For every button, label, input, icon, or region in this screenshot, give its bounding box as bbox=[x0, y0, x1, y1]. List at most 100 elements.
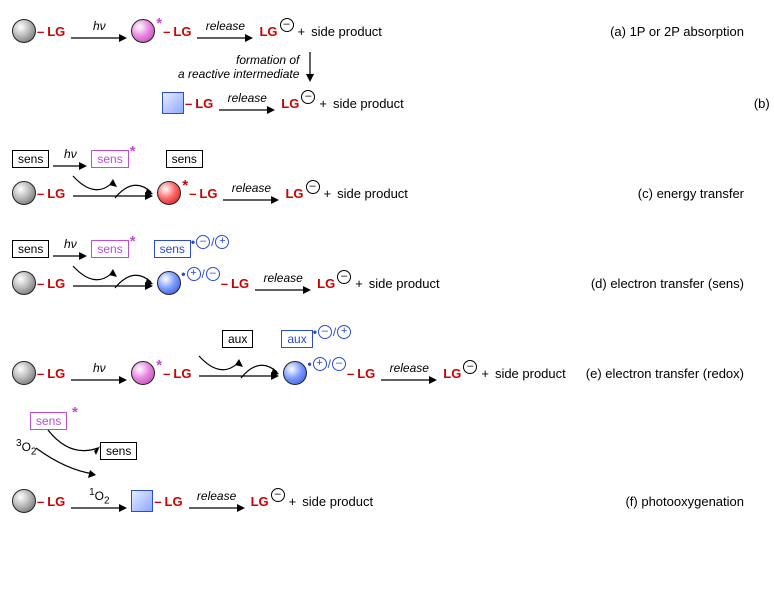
anion-icon: – bbox=[306, 180, 320, 194]
radical-anion-cation-icon: •–/+ bbox=[313, 325, 352, 339]
lg-label: LG bbox=[47, 24, 65, 39]
row-d-sens: sens hν sens * sens •–/+ bbox=[12, 236, 762, 262]
lg-label: LG bbox=[173, 366, 191, 381]
side-product-label: side product bbox=[495, 366, 566, 381]
star-icon: * bbox=[156, 15, 162, 32]
lg-label: LG bbox=[165, 494, 183, 509]
arrow-release: release bbox=[219, 92, 275, 115]
sphere-ground bbox=[12, 271, 36, 295]
caption-f: (f) photooxygenation bbox=[625, 494, 744, 509]
plus-sign: + bbox=[355, 276, 363, 291]
release-label: release bbox=[232, 182, 271, 194]
sphere-radical-ion bbox=[283, 361, 307, 385]
release-label: release bbox=[206, 20, 245, 32]
arrow-release: release bbox=[381, 362, 437, 385]
row-e-aux: aux aux •–/+ bbox=[222, 326, 774, 352]
sphere-ground bbox=[12, 19, 36, 43]
caption-e: (e) electron transfer (redox) bbox=[586, 366, 744, 381]
sphere-ground bbox=[12, 489, 36, 513]
lg-label: LG bbox=[47, 494, 65, 509]
radical-cation-anion-icon: •+/– bbox=[307, 357, 346, 371]
plus-sign: + bbox=[289, 494, 297, 509]
sphere-ground bbox=[12, 181, 36, 205]
release-label: release bbox=[197, 490, 236, 502]
star-icon: * bbox=[156, 357, 162, 374]
arrow-hv: hν bbox=[53, 238, 87, 261]
arrow-release: release bbox=[189, 490, 245, 513]
anion-icon: – bbox=[280, 18, 294, 32]
row-formation-arrow: formation of a reactive intermediate bbox=[178, 52, 774, 82]
sens-box: sens bbox=[166, 150, 203, 168]
hv-label: hν bbox=[64, 238, 77, 250]
lg-label: LG bbox=[47, 186, 65, 201]
arrow-down-icon bbox=[305, 52, 315, 82]
sens-ion-box: sens bbox=[154, 240, 191, 258]
star-icon: * bbox=[130, 233, 136, 250]
aux-box: aux bbox=[222, 330, 253, 348]
arrow-release: release bbox=[255, 272, 311, 295]
anion-icon: – bbox=[337, 270, 351, 284]
anion-icon: – bbox=[301, 90, 315, 104]
row-a: – LG hν * – LG release LG – + side produ… bbox=[12, 12, 762, 50]
lg-label: LG bbox=[195, 96, 213, 111]
arrow-release: release bbox=[223, 182, 279, 205]
release-label: release bbox=[263, 272, 302, 284]
aux-ion-box: aux bbox=[281, 330, 312, 348]
lg-label: LG bbox=[173, 24, 191, 39]
sens-box: sens bbox=[12, 240, 49, 258]
singlet-o2-label: 1O2 bbox=[89, 490, 109, 502]
star-icon: * bbox=[130, 143, 136, 160]
lg-anion: LG bbox=[443, 366, 461, 381]
row-c: – LG * – LG release LG – + side product … bbox=[12, 174, 762, 212]
curved-exchange bbox=[67, 178, 157, 208]
arrow-hv: hν bbox=[71, 362, 127, 385]
square-intermediate bbox=[162, 92, 184, 114]
star-icon: * bbox=[182, 177, 188, 194]
release-label: release bbox=[390, 362, 429, 374]
lg-label: LG bbox=[231, 276, 249, 291]
lg-anion: LG bbox=[251, 494, 269, 509]
hv-label: hν bbox=[93, 20, 106, 32]
radical-anion-cation-icon: •–/+ bbox=[191, 235, 230, 249]
caption-a: (a) 1P or 2P absorption bbox=[610, 24, 744, 39]
caption-c: (c) energy transfer bbox=[638, 186, 744, 201]
row-c-sens: sens hν sens * sens bbox=[12, 146, 762, 172]
sens-excited-box: sens bbox=[91, 240, 128, 258]
anion-icon: – bbox=[463, 360, 477, 374]
hv-label: hν bbox=[64, 148, 77, 160]
sens-excited-box: sens bbox=[91, 150, 128, 168]
lg-label: LG bbox=[47, 366, 65, 381]
row-e: – LG hν * – LG •+/– – LG release LG – + … bbox=[12, 354, 762, 392]
sphere-triplet bbox=[157, 181, 181, 205]
sphere-excited bbox=[131, 361, 155, 385]
sphere-excited bbox=[131, 19, 155, 43]
sphere-radical-ion bbox=[157, 271, 181, 295]
crossing-arrows-icon bbox=[30, 412, 150, 482]
plus-sign: + bbox=[319, 96, 327, 111]
arrow-hv: hν bbox=[53, 148, 87, 171]
sphere-ground bbox=[12, 361, 36, 385]
side-product-label: side product bbox=[311, 24, 382, 39]
bond-dash: – bbox=[37, 24, 44, 39]
lg-label: LG bbox=[357, 366, 375, 381]
side-product-label: side product bbox=[337, 186, 408, 201]
anion-icon: – bbox=[271, 488, 285, 502]
arrow-singlet-o2: 1O2 bbox=[71, 490, 127, 513]
row-f: – LG 1O2 – LG release LG – + side produc… bbox=[12, 482, 762, 520]
sens-box: sens bbox=[12, 150, 49, 168]
square-intermediate bbox=[131, 490, 153, 512]
lg-label: LG bbox=[47, 276, 65, 291]
plus-sign: + bbox=[324, 186, 332, 201]
arrow-release: release bbox=[197, 20, 253, 43]
plus-sign: + bbox=[298, 24, 306, 39]
curved-exchange bbox=[67, 268, 157, 298]
lg-anion: LG bbox=[285, 186, 303, 201]
side-product-label: side product bbox=[302, 494, 373, 509]
lg-anion: LG bbox=[317, 276, 335, 291]
lg-anion: LG bbox=[259, 24, 277, 39]
caption-d: (d) electron transfer (sens) bbox=[591, 276, 744, 291]
bond-dash: – bbox=[163, 24, 170, 39]
hv-label: hν bbox=[93, 362, 106, 374]
formation-label: formation of a reactive intermediate bbox=[178, 53, 299, 81]
side-product-label: side product bbox=[333, 96, 404, 111]
